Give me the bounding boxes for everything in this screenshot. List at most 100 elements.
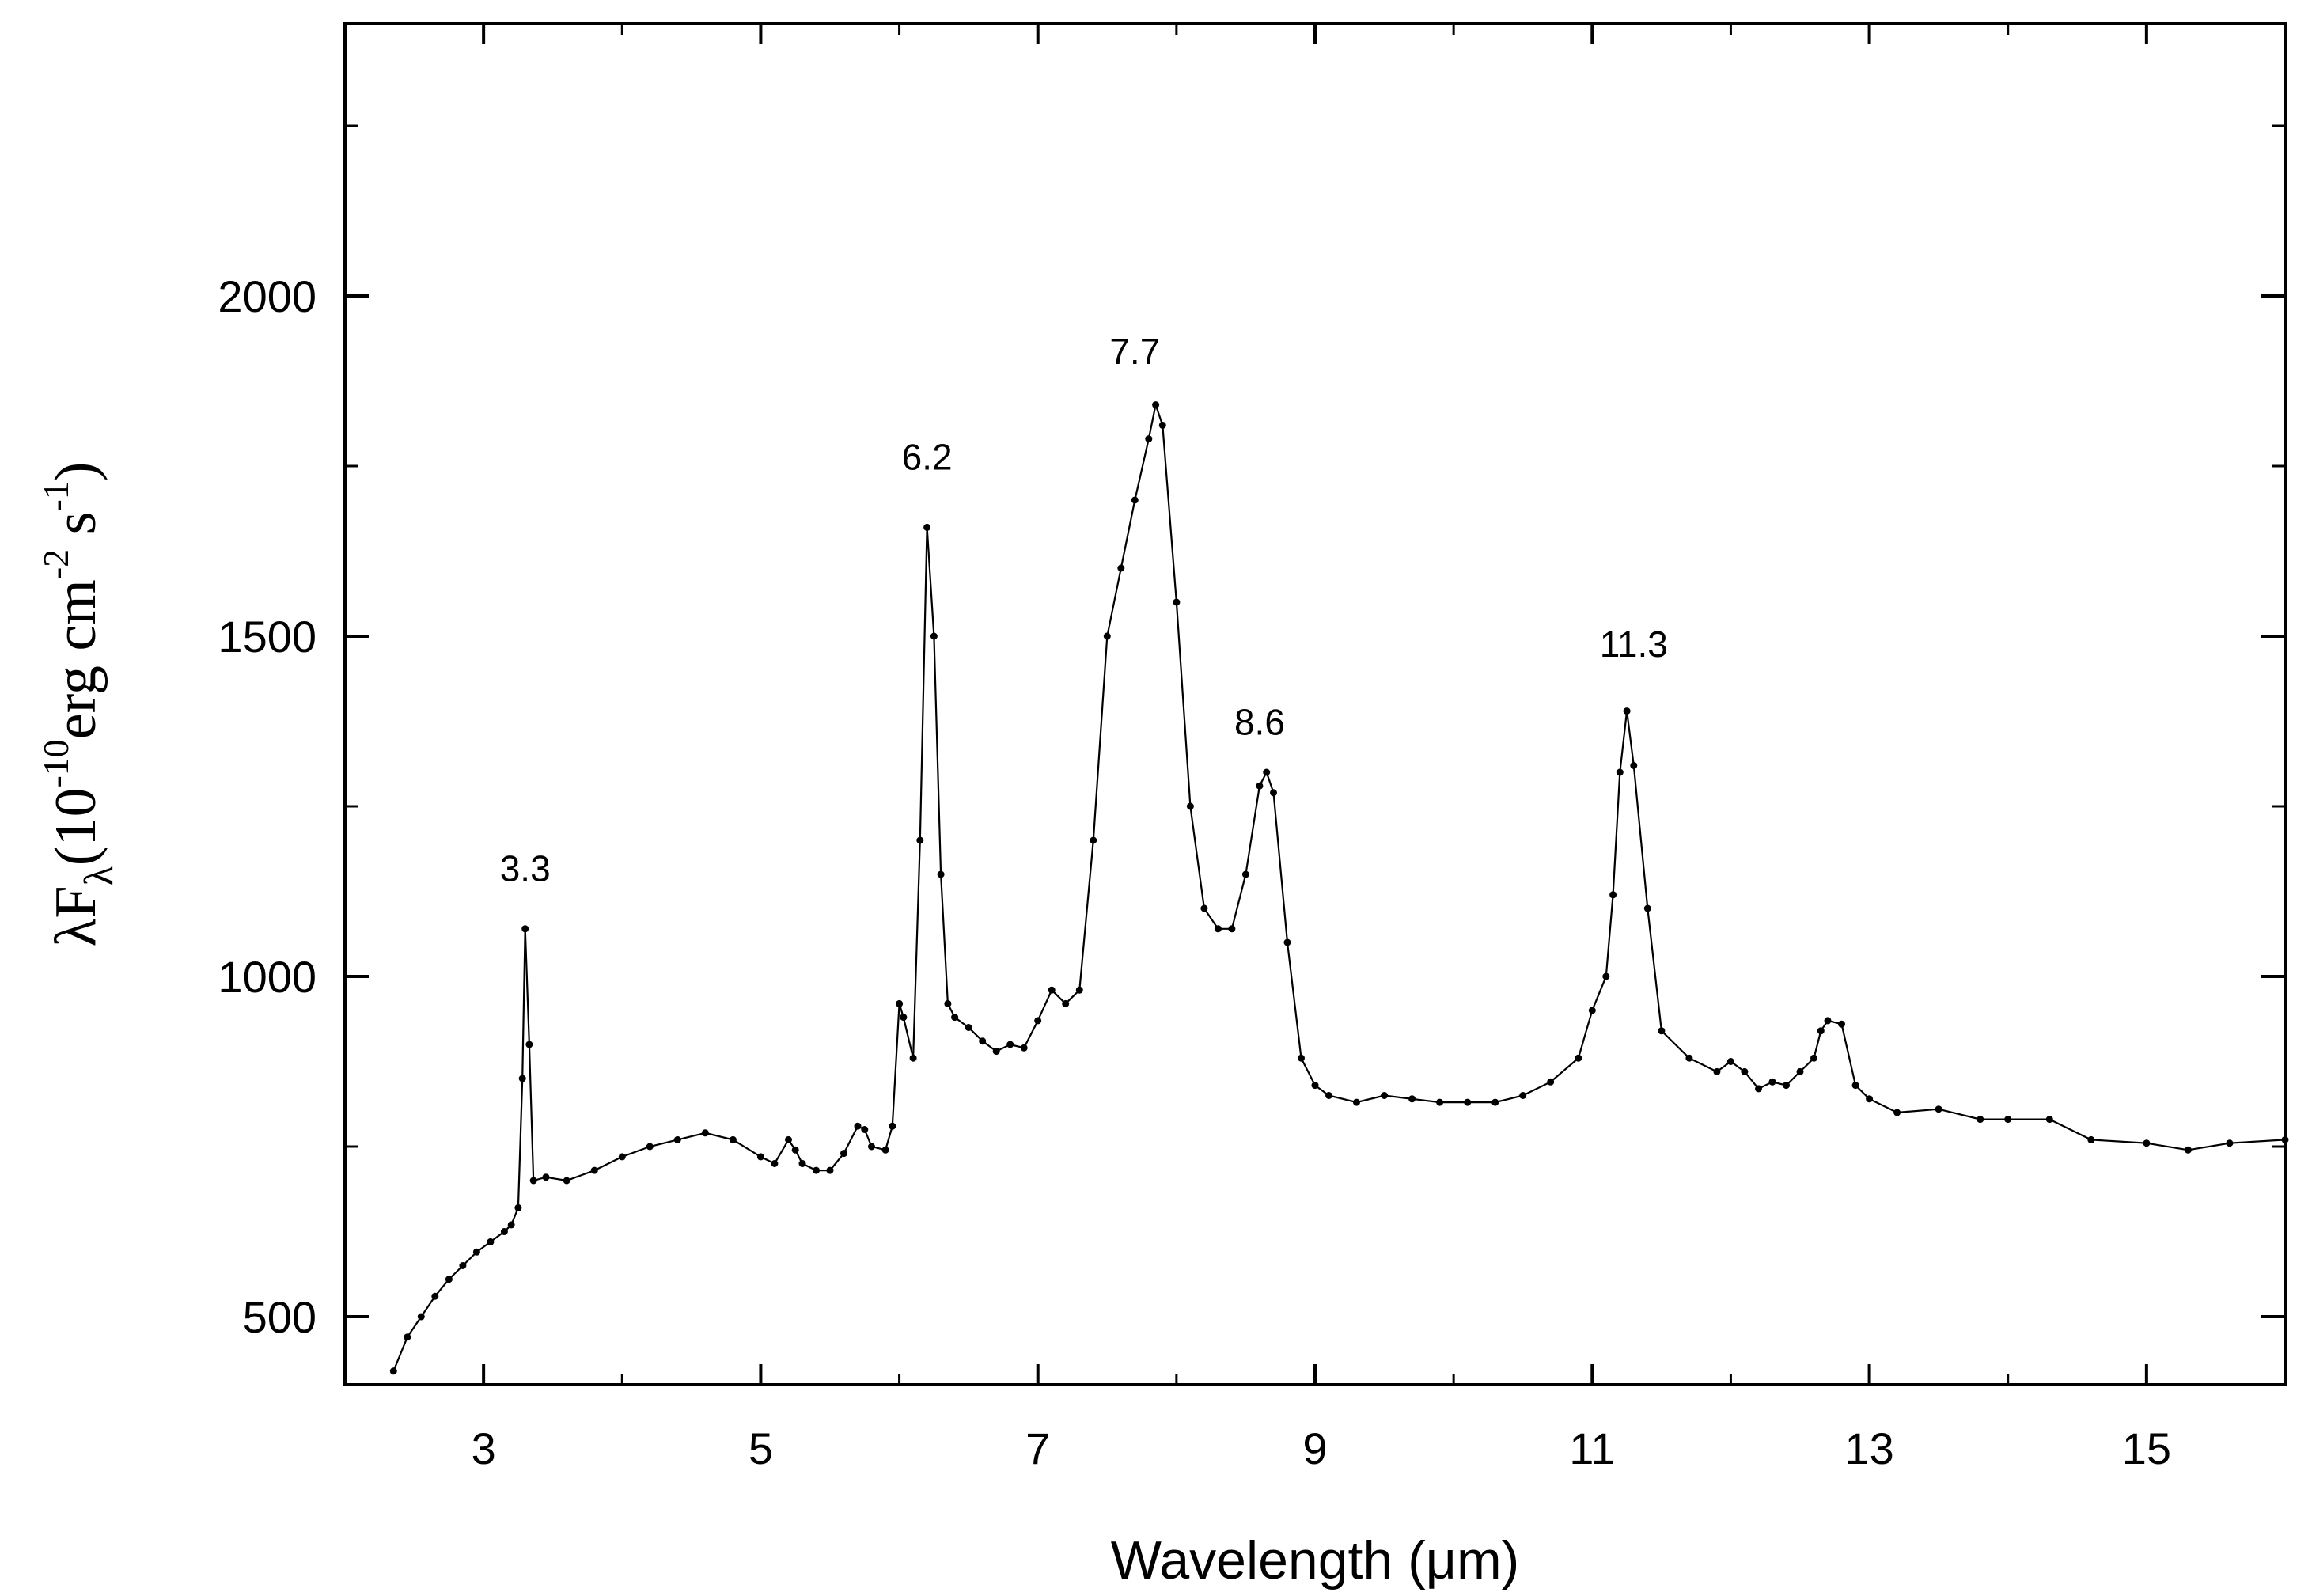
data-point <box>701 1129 709 1137</box>
data-point <box>1034 1017 1042 1025</box>
data-point <box>1117 564 1125 572</box>
data-point <box>1228 925 1236 933</box>
data-point <box>1062 999 1070 1007</box>
data-point <box>2087 1135 2095 1143</box>
data-point <box>1006 1041 1014 1048</box>
data-point <box>937 870 945 878</box>
data-point <box>431 1292 439 1300</box>
data-point <box>1173 598 1181 606</box>
data-point <box>840 1150 847 1158</box>
data-point <box>798 1160 806 1167</box>
data-point <box>500 1228 508 1235</box>
data-point <box>965 1024 972 1031</box>
data-point <box>1241 870 1249 878</box>
data-point <box>673 1135 681 1143</box>
data-point <box>2045 1116 2053 1124</box>
data-point <box>1851 1082 1859 1090</box>
data-point <box>646 1143 654 1151</box>
y-axis-ticks <box>345 124 2285 1318</box>
data-point <box>1519 1092 1527 1099</box>
data-point <box>1464 1098 1472 1106</box>
data-point <box>1325 1092 1332 1099</box>
data-point <box>756 1153 764 1161</box>
y-tick-label: 2000 <box>218 271 316 321</box>
data-point <box>1824 1017 1832 1025</box>
peak-label: 8.6 <box>1234 702 1285 743</box>
y-tick-label: 1000 <box>218 952 316 1002</box>
data-point <box>2184 1146 2192 1154</box>
data-point <box>729 1135 737 1143</box>
data-point <box>916 836 924 844</box>
data-point <box>1214 925 1222 933</box>
data-point <box>1783 1082 1790 1090</box>
x-tick-label: 13 <box>1844 1424 1893 1473</box>
data-point <box>472 1248 480 1256</box>
peak-annotations: 3.3 6.2 7.7 8.6 11.3 <box>500 331 1668 889</box>
data-point <box>881 1146 889 1154</box>
data-point <box>1726 1058 1734 1065</box>
data-point <box>590 1166 598 1174</box>
data-point <box>529 1177 537 1185</box>
x-tick-label: 11 <box>1569 1424 1615 1473</box>
x-tick-label: 5 <box>749 1424 773 1473</box>
data-point <box>1658 1027 1666 1035</box>
data-point <box>1810 1054 1817 1062</box>
data-point <box>525 1041 533 1048</box>
data-point <box>2226 1139 2234 1147</box>
plot-frame <box>343 22 2287 1386</box>
data-point <box>1131 496 1139 504</box>
data-point <box>1311 1082 1319 1090</box>
y-tick-label: 500 <box>243 1292 316 1342</box>
data-point <box>1893 1109 1901 1116</box>
data-point <box>1609 891 1617 899</box>
y-axis-tick-labels: 500 1000 1500 2000 <box>218 271 316 1342</box>
x-tick-label: 9 <box>1302 1424 1327 1473</box>
data-point <box>563 1177 570 1185</box>
spectrum-line <box>392 401 2286 1372</box>
data-point <box>1020 1044 1028 1052</box>
data-point <box>1768 1078 1776 1086</box>
data-point <box>1623 707 1631 715</box>
peak-label: 11.3 <box>1600 624 1668 665</box>
data-point <box>900 1014 908 1022</box>
data-point <box>1381 1092 1389 1099</box>
data-point <box>1685 1054 1693 1062</box>
data-point <box>930 632 938 640</box>
data-point <box>1436 1098 1444 1106</box>
data-point <box>785 1135 792 1143</box>
y-axis-label: λFλ(10-10erg cm-2 s-1) <box>36 462 122 947</box>
data-point <box>896 999 904 1007</box>
data-point <box>826 1166 834 1174</box>
data-point <box>1408 1095 1416 1103</box>
data-point <box>1298 1054 1305 1062</box>
data-point <box>507 1221 515 1229</box>
data-point <box>909 1054 917 1062</box>
data-point <box>518 1075 526 1082</box>
spectrum-points <box>389 401 2289 1375</box>
data-point <box>1048 986 1056 994</box>
data-point <box>861 1126 869 1133</box>
data-point <box>923 523 931 531</box>
data-point <box>1270 789 1277 797</box>
data-point <box>1075 986 1083 994</box>
peak-label: 6.2 <box>902 436 953 477</box>
data-point <box>1935 1105 1942 1113</box>
data-point <box>1158 421 1166 429</box>
data-point <box>1602 972 1610 980</box>
data-point <box>1283 938 1291 946</box>
data-point <box>1817 1027 1825 1035</box>
data-point <box>2281 1135 2289 1143</box>
data-point <box>889 1122 896 1130</box>
data-point <box>1353 1098 1360 1106</box>
y-tick-label: 1500 <box>218 612 316 662</box>
data-point <box>1256 782 1264 790</box>
data-point <box>944 999 952 1007</box>
data-point <box>1838 1020 1845 1028</box>
data-point <box>868 1143 875 1151</box>
data-point <box>2143 1139 2151 1147</box>
data-point <box>459 1262 467 1269</box>
data-point <box>417 1313 425 1321</box>
data-point <box>951 1014 959 1022</box>
